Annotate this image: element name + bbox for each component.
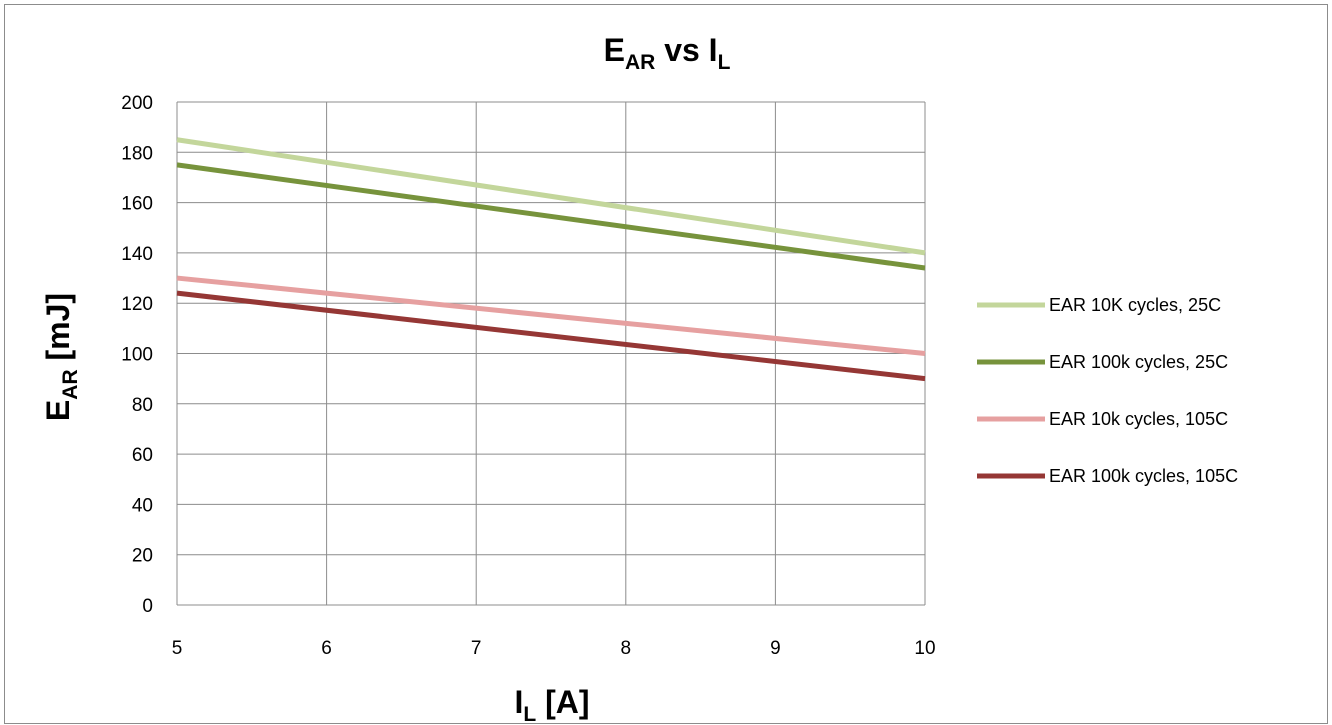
y-axis-title-subscript: AR	[59, 369, 82, 399]
chart-title-middle: vs I	[655, 32, 717, 68]
legend-label-1: EAR 100k cycles, 25C	[1049, 352, 1228, 372]
y-tick-label-4: 80	[132, 395, 153, 416]
legend: EAR 10K cycles, 25C EAR 100k cycles, 25C E…	[977, 295, 1238, 486]
gridlines	[177, 101, 925, 605]
x-tick-label-0: 5	[172, 638, 183, 659]
y-tick-label-8: 160	[121, 194, 153, 215]
x-axis-title-subscript: L	[523, 703, 536, 725]
y-axis-title-rest: [mJ]	[40, 293, 76, 369]
series-line-1	[176, 162, 926, 271]
y-tick-label-0: 0	[142, 596, 153, 617]
chart-title: EAR vs IL	[604, 32, 731, 74]
y-tick-label-7: 140	[121, 244, 153, 265]
legend-label-2: EAR 10k cycles, 105C	[1049, 409, 1228, 429]
y-tick-label-5: 100	[121, 345, 153, 366]
series-lines	[176, 137, 926, 382]
x-axis-title-main: I	[514, 684, 523, 720]
legend-label-3: EAR 100k cycles, 105C	[1049, 466, 1238, 486]
x-axis-title: IL [A]	[514, 684, 589, 725]
chart-title-subscript-2: L	[718, 51, 731, 74]
y-axis-tick-labels: 0 20 40 60 80 100 120 140 160 180 200	[121, 93, 153, 617]
chart-title-subscript: AR	[625, 51, 655, 74]
chart-title-main: E	[604, 32, 625, 68]
y-tick-label-9: 180	[121, 143, 153, 164]
x-tick-label-4: 9	[770, 638, 781, 659]
y-tick-label-3: 60	[132, 445, 153, 466]
x-axis-tick-labels: 5 6 7 8 9 10	[172, 638, 936, 659]
x-tick-label-2: 7	[471, 638, 482, 659]
y-tick-label-1: 20	[132, 546, 153, 567]
x-tick-label-1: 6	[321, 638, 332, 659]
y-tick-label-2: 40	[132, 495, 153, 516]
y-axis-title-main: E	[40, 400, 76, 421]
series-line-0	[176, 137, 926, 256]
series-line-3	[176, 290, 926, 382]
legend-label-0: EAR 10K cycles, 25C	[1049, 295, 1221, 315]
x-axis-title-rest: [A]	[536, 684, 589, 720]
series-line-2	[176, 275, 926, 356]
y-tick-label-6: 120	[121, 294, 153, 315]
y-tick-label-10: 200	[121, 93, 153, 114]
y-axis-title: EAR [mJ]	[40, 293, 82, 421]
x-tick-label-5: 10	[914, 638, 935, 659]
x-tick-label-3: 8	[621, 638, 632, 659]
